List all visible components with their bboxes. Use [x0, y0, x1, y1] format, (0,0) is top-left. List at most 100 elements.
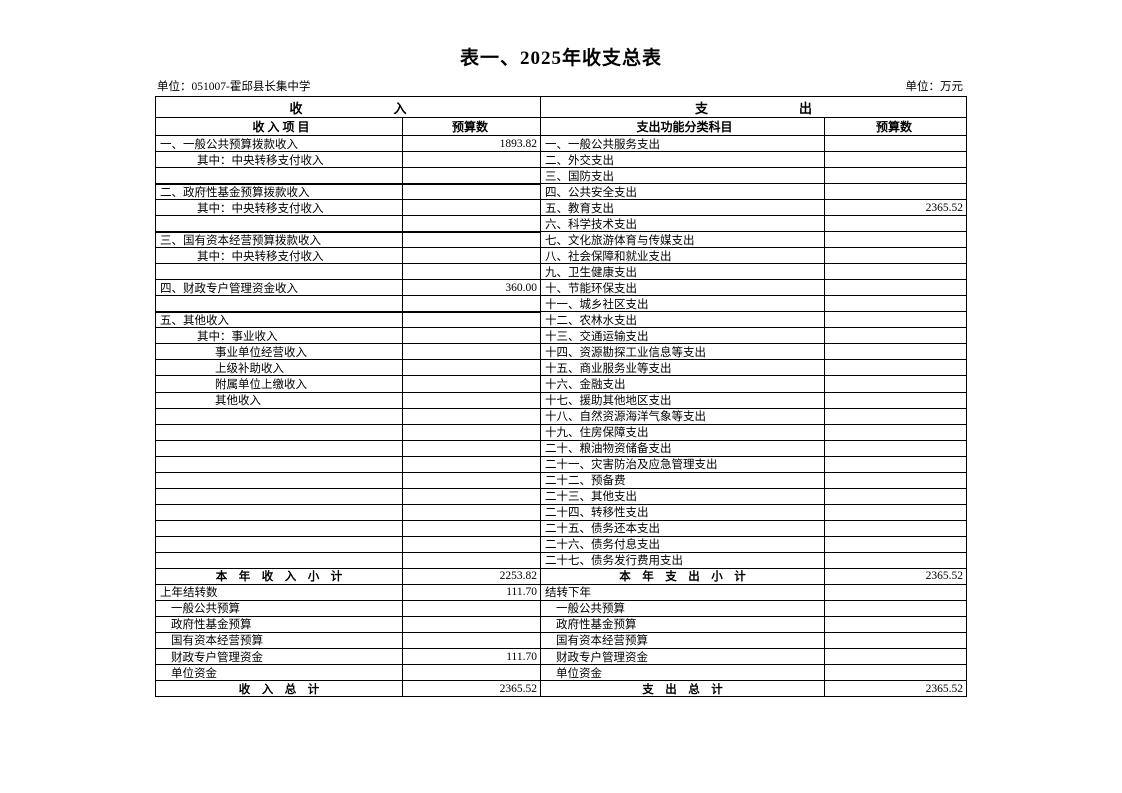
- income-value-cell: [403, 600, 541, 616]
- expense-value-cell: [825, 649, 966, 664]
- expense-group-header: 支 出: [694, 100, 812, 116]
- income-item-cell: [156, 472, 403, 488]
- income-group-header: 收 入: [156, 97, 541, 117]
- total-row: 收 入 总 计 2365.52 支 出 总 计 2365.52: [156, 680, 966, 697]
- income-value-cell: [403, 248, 541, 264]
- table-row: 其他收入 十七、援助其他地区支出: [156, 391, 966, 408]
- table-row: 财政专户管理资金 111.70 财政专户管理资金: [156, 648, 966, 665]
- income-item-cell: [156, 520, 403, 536]
- expense-value-cell: [825, 248, 966, 263]
- table-row: 上级补助收入 十五、商业服务业等支出: [156, 359, 966, 376]
- expense-item-cell: 十二、农林水支出: [541, 312, 825, 328]
- table-row: 三、国有资本经营预算拨款收入 七、文化旅游体育与传媒支出: [156, 231, 966, 248]
- unit-label-right: 单位：万元: [905, 81, 964, 93]
- expense-item-column-header: 支出功能分类科目: [541, 118, 825, 135]
- income-item-cell: 政府性基金预算: [156, 616, 403, 632]
- income-item-cell: [156, 504, 403, 520]
- income-value-cell: 360.00: [403, 280, 541, 296]
- income-item-cell: [156, 456, 403, 472]
- expense-item-cell: 政府性基金预算: [541, 616, 825, 632]
- table-row: 三、国防支出: [156, 167, 966, 184]
- income-value-cell: [403, 344, 541, 360]
- income-item-cell: 附属单位上缴收入: [156, 376, 403, 392]
- budget-table: 收 入 支 出 收 入 项 目 预算数 支出功能分类科目 预算数 一、一般公共预…: [155, 96, 967, 697]
- expense-value-cell: 2365.52: [925, 682, 963, 695]
- income-value-cell: [403, 552, 541, 568]
- income-value-cell: [403, 184, 541, 200]
- expense-item-cell: 四、公共安全支出: [541, 184, 825, 200]
- income-item-cell: 财政专户管理资金: [156, 649, 403, 665]
- expense-item-cell: 十七、援助其他地区支出: [541, 392, 825, 408]
- income-item-cell: 上年结转数: [156, 584, 403, 600]
- income-value-cell: [403, 264, 541, 280]
- table-row: 附属单位上缴收入 十六、金融支出: [156, 375, 966, 392]
- income-item-cell: 四、财政专户管理资金收入: [156, 280, 403, 296]
- table-row: 十一、城乡社区支出: [156, 295, 966, 312]
- income-item-cell: 其中：中央转移支付收入: [156, 248, 403, 264]
- table-body: 一、一般公共预算拨款收入 1893.82 一、一般公共服务支出 其中：中央转移支付收入…: [156, 136, 966, 697]
- expense-item-cell: 二十一、灾害防治及应急管理支出: [541, 456, 825, 472]
- income-value-cell: [403, 456, 541, 472]
- expense-item-cell: 本 年 支 出 小 计: [541, 568, 825, 584]
- expense-value-cell: [825, 168, 966, 183]
- income-item-cell: 上级补助收入: [156, 360, 403, 376]
- income-item-cell: 一、一般公共预算拨款收入: [156, 136, 403, 152]
- expense-value-cell: [825, 264, 966, 279]
- income-value-cell: [403, 360, 541, 376]
- income-item-cell: 本 年 收 入 小 计: [156, 568, 403, 584]
- expense-item-cell: 国有资本经营预算: [541, 632, 825, 648]
- expense-item-cell: 单位资金: [541, 665, 825, 681]
- table-column-header-row: 收 入 项 目 预算数 支出功能分类科目 预算数: [156, 118, 966, 136]
- expense-value-cell: [825, 296, 966, 311]
- expense-value-cell: [825, 521, 966, 536]
- income-value-cell: 111.70: [403, 584, 541, 600]
- table-row: 其中：事业收入 十三、交通运输支出: [156, 327, 966, 344]
- income-value-cell: 2365.52: [403, 681, 541, 697]
- expense-value-cell: [825, 136, 966, 151]
- income-value-cell: [403, 312, 541, 328]
- expense-value-cell: [825, 344, 966, 359]
- table-row: 二十四、转移性支出: [156, 503, 966, 520]
- income-item-cell: 五、其他收入: [156, 312, 403, 328]
- expense-item-cell: 十四、资源勘探工业信息等支出: [541, 344, 825, 360]
- expense-item-cell: 二十四、转移性支出: [541, 504, 825, 520]
- expense-item-cell: 六、科学技术支出: [541, 216, 825, 232]
- expense-value-cell: 2365.52: [925, 201, 963, 214]
- income-item-cell: [156, 488, 403, 504]
- income-value-cell: 1893.82: [403, 136, 541, 152]
- table-row: 二十一、灾害防治及应急管理支出: [156, 455, 966, 472]
- income-item-column-header: 收 入 项 目: [156, 118, 403, 135]
- table-row: 二十二、预备费: [156, 471, 966, 488]
- table-row: 其中：中央转移支付收入 八、社会保障和就业支出: [156, 247, 966, 264]
- income-item-cell: [156, 216, 403, 232]
- expense-value-cell: [825, 184, 966, 199]
- table-row: 五、其他收入 十二、农林水支出: [156, 311, 966, 328]
- unit-row: 单位：051007-霍邱县长集中学 单位：万元: [157, 78, 963, 94]
- income-value-cell: [403, 152, 541, 168]
- income-item-cell: [156, 536, 403, 552]
- table-row: 六、科学技术支出: [156, 215, 966, 232]
- expense-value-cell: [825, 393, 966, 408]
- expense-item-cell: 十八、自然资源海洋气象等支出: [541, 408, 825, 424]
- table-row: 一般公共预算 一般公共预算: [156, 599, 966, 616]
- income-item-cell: [156, 408, 403, 424]
- expense-item-cell: 十九、住房保障支出: [541, 424, 825, 440]
- income-item-cell: 其中：中央转移支付收入: [156, 200, 403, 216]
- income-value-cell: [403, 472, 541, 488]
- expense-item-cell: 二十三、其他支出: [541, 488, 825, 504]
- table-row: 国有资本经营预算 国有资本经营预算: [156, 631, 966, 648]
- income-value-cell: [403, 424, 541, 440]
- table-row: 二十三、其他支出: [156, 487, 966, 504]
- table-row: 事业单位经营收入 十四、资源勘探工业信息等支出: [156, 343, 966, 360]
- table-row: 一、一般公共预算拨款收入 1893.82 一、一般公共服务支出: [156, 136, 966, 152]
- income-value-cell: [403, 520, 541, 536]
- expense-value-cell: [825, 633, 966, 648]
- income-value-cell: [403, 408, 541, 424]
- expense-value-cell: [825, 312, 966, 327]
- expense-item-cell: 二十、粮油物资储备支出: [541, 440, 825, 456]
- table-row: 十九、住房保障支出: [156, 423, 966, 440]
- table-row: 四、财政专户管理资金收入 360.00 十、节能环保支出: [156, 279, 966, 296]
- expense-value-cell: [825, 328, 966, 343]
- income-item-cell: 其中：事业收入: [156, 328, 403, 344]
- income-item-cell: 事业单位经营收入: [156, 344, 403, 360]
